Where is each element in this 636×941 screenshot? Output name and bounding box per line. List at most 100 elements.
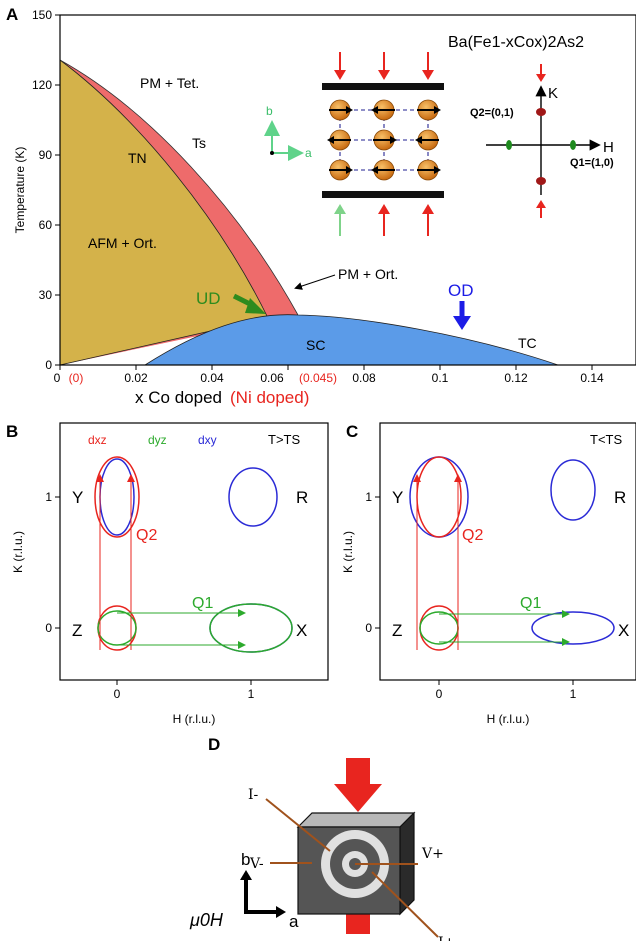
fe-lattice [322,52,444,236]
c-xtick-1-label: 1 [570,687,577,701]
panel-a-label: A [6,5,18,24]
pocket-y-dxy-c [409,456,469,538]
x-tick-0.06: 0.06 [260,371,284,385]
x-tick-0.04: 0.04 [200,371,224,385]
b-axis-label: b [241,850,250,869]
x-axis-ticks [59,365,593,370]
panel-a-frame [59,14,636,366]
b-xtick-0-label: 0 [114,687,121,701]
field-label: μ0H [189,910,224,930]
pocket-x-c [531,611,615,645]
c-y-axis-label: K (r.l.u.) [341,531,355,573]
tn-label: TN [128,150,147,166]
x-tick-0.12: 0.12 [504,371,528,385]
legend-dxz: dxz [88,433,107,447]
b-xtick-1-label: 1 [248,687,255,701]
y-tick-150: 150 [32,8,52,22]
reciprocal-axes [486,64,601,218]
formula-label: Ba(Fe1-xCox)2As2 [448,34,584,51]
od-arrow-head [453,316,471,330]
point-r-b: R [296,488,308,507]
q1-label-c: Q1 [520,595,541,612]
compress-arrow-top [334,758,382,812]
ts-line [59,59,299,316]
contact-wires [265,798,439,938]
q1-reciprocal-label: Q1=(1,0) [570,157,614,169]
q2-label-c: Q2 [462,527,483,544]
y-tick-0: 0 [45,358,52,372]
q1-label-b: Q1 [192,595,213,612]
ud-label: UD [196,289,221,308]
b-axis-arrowhead [240,870,252,880]
x-tick-0.1: 0.1 [432,371,449,385]
x-tick-0: 0 [54,371,61,385]
pocket-y-dxy [99,458,135,536]
point-z-c: Z [392,621,402,640]
a-axis-arrowhead [276,906,286,918]
lattice-b-label: b [266,104,273,118]
ud-arrow-head [245,298,266,314]
c-x-axis-label: H (r.l.u.) [487,712,530,726]
lattice-a-label: a [305,146,312,160]
b-x-axis-label: H (r.l.u.) [173,712,216,726]
condition-b: T>TS [268,432,300,447]
ts-label: Ts [192,135,206,151]
panel-c-label: C [346,422,358,441]
pocket-y-dxz [94,456,140,538]
panel-b-frame [59,422,329,681]
v-minus-label: V- [249,856,264,872]
y-tick-60: 60 [39,218,53,232]
x-tick-0-ni: (0) [69,371,84,385]
point-x-b: X [296,621,307,640]
b-ytick-0-label: 0 [45,621,52,635]
point-r-c: R [614,488,626,507]
lattice-origin [270,151,274,155]
panel-c-frame [379,422,636,681]
c-ytick-0-label: 0 [365,621,372,635]
i-minus-label: I- [248,787,259,803]
y-tick-90: 90 [39,148,53,162]
x-axis-label: x Co doped [135,388,222,407]
point-y-b: Y [72,488,83,507]
x-tick-0.045-ni: (0.045) [299,371,337,385]
pm-tet-label: PM + Tet. [140,75,199,91]
c-ytick-1-label: 1 [365,490,372,504]
y-axis-label: Temperature (K) [13,147,27,234]
pocket-r-c [550,459,596,521]
sc-dome [143,314,559,366]
b-ytick-1-label: 1 [45,490,52,504]
x-tick-0.02: 0.02 [124,371,148,385]
afm-ort-label: AFM + Ort. [88,235,157,251]
h-label: H [603,139,614,156]
afm-region [59,59,269,366]
v-plus-label: V+ [421,846,444,862]
q2-label-b: Q2 [136,527,157,544]
y-axis-ticks [55,14,60,366]
pocket-z-dyz-c [419,611,459,645]
c-xtick-0-label: 0 [436,687,443,701]
pm-ort-pointer [294,274,336,290]
y-tick-120: 120 [32,78,52,92]
pm-ort-label: PM + Ort. [338,266,398,282]
a-axis-label: a [289,912,299,931]
pocket-z-dyz [97,610,137,646]
pocket-y-dxz-c [416,456,462,538]
x-axis-label-ni: (Ni doped) [230,388,309,407]
legend-dyz: dyz [148,433,167,447]
condition-c: T<TS [590,432,622,447]
od-label: OD [448,281,474,300]
sc-label: SC [306,337,325,353]
x-tick-0.08: 0.08 [352,371,376,385]
point-y-c: Y [392,488,403,507]
k-label: K [548,85,558,102]
legend-dxy: dxy [198,433,217,447]
pocket-r [228,467,278,527]
x-tick-0.14: 0.14 [580,371,604,385]
tc-label: TC [518,335,537,351]
panel-d-label: D [208,735,220,754]
i-plus-label: I+ [438,935,455,941]
panel-b-label: B [6,422,18,441]
y-tick-30: 30 [39,288,53,302]
point-x-c: X [618,621,629,640]
